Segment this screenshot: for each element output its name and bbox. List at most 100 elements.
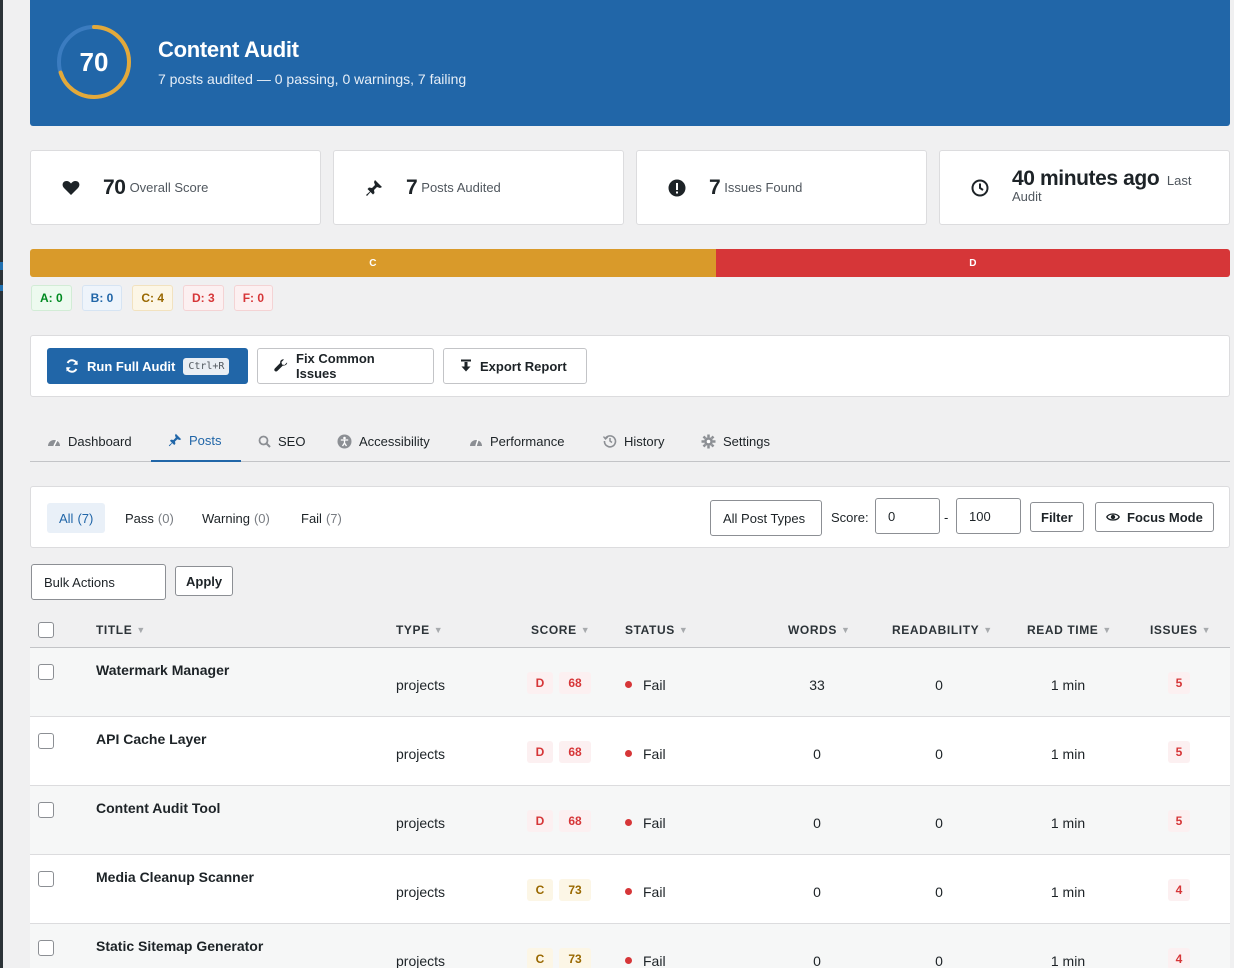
- grade-segment-c: C: [30, 249, 716, 277]
- row-checkbox[interactable]: [38, 733, 54, 749]
- table-row[interactable]: Watermark Manager projects D 68 Fail 33 0 1 min…: [30, 648, 1230, 717]
- grade-segment-d: D: [715, 249, 1230, 277]
- select-all-checkbox[interactable]: [38, 622, 54, 638]
- table-row[interactable]: Media Cleanup Scanner projects C 73 Fail 0 0 1 …: [30, 855, 1230, 924]
- column-header-label: READ TIME: [1027, 623, 1099, 637]
- score-badge: 68: [559, 810, 591, 832]
- column-header-title[interactable]: TITLE ▼: [96, 623, 146, 637]
- column-header-words[interactable]: WORDS ▼: [788, 623, 851, 637]
- filter-tab-fail[interactable]: Fail (7): [289, 503, 354, 533]
- pin-icon: [364, 178, 384, 198]
- clock-icon: [970, 178, 990, 198]
- fix-common-issues-button[interactable]: Fix Common Issues: [257, 348, 434, 384]
- page-title: Content Audit: [158, 37, 299, 62]
- tab-dashboard[interactable]: Dashboard: [47, 420, 132, 462]
- readability-score: 0: [935, 884, 943, 900]
- column-header-type[interactable]: TYPE ▼: [396, 623, 444, 637]
- filter-tab-all[interactable]: All (7): [47, 503, 106, 533]
- table-row[interactable]: Static Sitemap Generator projects C 73 Fail 0…: [30, 924, 1230, 968]
- stat-card-posts-audited: 7 Posts Audited: [333, 150, 624, 225]
- tab-label: Settings: [723, 433, 770, 449]
- stat-value: 7: [406, 175, 418, 199]
- refresh-icon: [65, 359, 79, 373]
- post-title-link[interactable]: Media Cleanup Scanner: [96, 869, 254, 885]
- tab-accessibility[interactable]: Accessibility: [337, 420, 430, 462]
- column-header-issues[interactable]: ISSUES ▼: [1150, 623, 1212, 637]
- column-header-label: TITLE: [96, 623, 133, 637]
- grade-count-chip: F: 0: [233, 285, 274, 311]
- readability-score: 0: [935, 677, 943, 693]
- issues-count-badge: 5: [1168, 741, 1190, 763]
- row-checkbox[interactable]: [38, 871, 54, 887]
- filter-tab-warning[interactable]: Warning (0): [190, 503, 282, 533]
- dashboard-icon: [47, 435, 61, 447]
- post-title-link[interactable]: API Cache Layer: [96, 731, 207, 747]
- tab-label: SEO: [278, 433, 306, 449]
- score-min-input[interactable]: 0: [875, 498, 940, 534]
- status-dot: [625, 957, 632, 964]
- accessibility-icon: [337, 434, 352, 449]
- tab-settings[interactable]: Settings: [701, 420, 770, 462]
- row-checkbox[interactable]: [38, 664, 54, 680]
- stat-card-issues-found: 7 Issues Found: [636, 150, 927, 225]
- post-title-link[interactable]: Watermark Manager: [96, 662, 230, 678]
- apply-button[interactable]: Apply: [175, 566, 234, 596]
- filter-button[interactable]: Filter: [1030, 502, 1084, 532]
- table-row[interactable]: Content Audit Tool projects D 68 Fail 0 0 1 min…: [30, 786, 1230, 855]
- tab-label: Dashboard: [68, 433, 132, 449]
- row-checkbox[interactable]: [38, 940, 54, 956]
- stat-label: Overall Score: [129, 180, 209, 195]
- status-text: Fail: [643, 815, 666, 831]
- column-header-read-time[interactable]: READ TIME ▼: [1027, 623, 1112, 637]
- post-type-select[interactable]: All Post Types: [710, 500, 822, 536]
- tab-seo[interactable]: SEO: [258, 420, 305, 462]
- word-count: 0: [813, 953, 821, 968]
- read-time: 1 min: [1050, 884, 1086, 900]
- read-time: 1 min: [1050, 953, 1086, 968]
- table-row[interactable]: API Cache Layer projects D 68 Fail 0 0 1 min 5: [30, 717, 1230, 786]
- bulk-actions-select[interactable]: Bulk Actions: [31, 564, 166, 600]
- column-header-readability[interactable]: READABILITY ▼: [892, 623, 993, 637]
- post-title-link[interactable]: Content Audit Tool: [96, 800, 221, 816]
- row-checkbox[interactable]: [38, 802, 54, 818]
- status-text: Fail: [643, 746, 666, 762]
- column-header-label: ISSUES: [1150, 623, 1198, 637]
- stat-card-overall-score: 70 Overall Score: [30, 150, 321, 225]
- grade-counts: A: 0 B: 0 C: 4 D: 3 F: 0: [31, 285, 274, 311]
- filter-tab-count: (7): [77, 510, 94, 526]
- read-time: 1 min: [1050, 746, 1086, 762]
- column-header-status[interactable]: STATUS ▼: [625, 623, 689, 637]
- history-icon: [603, 434, 617, 448]
- word-count: 0: [813, 815, 821, 831]
- score-range-label: Score:: [831, 510, 869, 525]
- grade-count-chip: B: 0: [81, 285, 123, 311]
- filter-tab-label: All: [59, 510, 74, 526]
- gear-icon: [701, 434, 716, 449]
- column-header-score[interactable]: SCORE ▼: [531, 623, 591, 637]
- grade-badge: D: [527, 741, 553, 763]
- tab-posts[interactable]: Posts: [151, 420, 241, 462]
- grade-count-chip: D: 3: [183, 285, 224, 311]
- issues-count-badge: 5: [1168, 672, 1190, 694]
- stat-label: Posts Audited: [421, 180, 501, 195]
- score-max-input[interactable]: 100: [956, 498, 1021, 534]
- post-type: projects: [396, 953, 446, 968]
- post-title-link[interactable]: Static Sitemap Generator: [96, 938, 264, 954]
- tab-history[interactable]: History: [603, 420, 664, 462]
- filter-tab-pass[interactable]: Pass (0): [113, 503, 186, 533]
- post-type: projects: [396, 677, 446, 693]
- tab-label: Performance: [490, 433, 565, 449]
- word-count: 33: [809, 677, 825, 693]
- read-time: 1 min: [1050, 677, 1086, 693]
- run-full-audit-button[interactable]: Run Full Audit Ctrl+R: [47, 348, 248, 384]
- export-report-button[interactable]: Export Report: [443, 348, 587, 384]
- grade-count-chip: A: 0: [31, 285, 72, 311]
- issues-count-badge: 4: [1168, 879, 1190, 901]
- status-text: Fail: [643, 953, 666, 968]
- tab-performance[interactable]: Performance: [469, 420, 564, 462]
- issues-count-badge: 4: [1168, 948, 1190, 968]
- word-count: 0: [813, 884, 821, 900]
- focus-mode-button[interactable]: Focus Mode: [1095, 502, 1214, 532]
- score-badge: 73: [559, 879, 591, 901]
